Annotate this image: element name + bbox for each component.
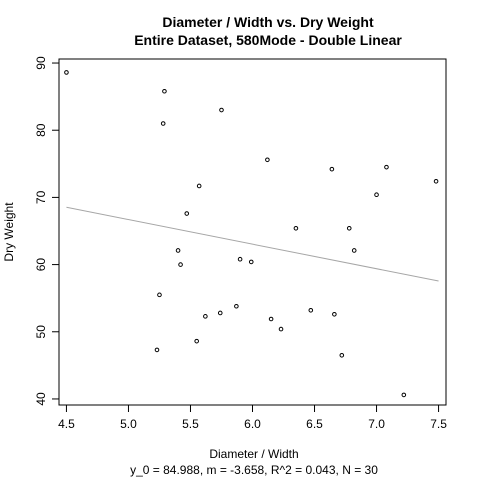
data-point: [175, 248, 181, 253]
data-point: [384, 164, 389, 170]
chart-title: Diameter / Width vs. Dry Weight: [162, 14, 374, 30]
data-point: [248, 259, 254, 265]
data-point: [178, 262, 183, 267]
data-point: [203, 314, 208, 319]
data-point: [339, 352, 345, 358]
regression-caption: y_0 = 84.988, m = -3.658, R^2 = 0.043, N…: [130, 463, 378, 477]
y-axis-label: Dry Weight: [2, 202, 16, 262]
data-point: [265, 157, 270, 163]
x-tick-label: 4.5: [58, 417, 75, 431]
y-axis: 40 50 60 70 80 90: [34, 56, 59, 406]
data-point: [346, 226, 352, 231]
data-point: [237, 256, 243, 262]
chart-subtitle: Entire Dataset, 580Mode - Double Linear: [134, 32, 402, 48]
data-point: [217, 310, 223, 316]
data-point: [234, 303, 239, 309]
y-tick-label: 70: [34, 190, 48, 204]
x-tick-label: 7.0: [368, 417, 385, 431]
data-point: [433, 178, 439, 184]
data-points: [64, 70, 439, 398]
regression-line: [66, 206, 439, 282]
data-point: [64, 70, 69, 75]
data-point: [308, 307, 314, 313]
y-tick-label: 50: [34, 325, 48, 339]
plot-frame: [58, 58, 447, 406]
x-tick-label: 7.5: [430, 417, 447, 431]
data-point: [184, 211, 190, 216]
data-point: [374, 192, 379, 198]
data-point: [196, 183, 202, 189]
x-tick-label: 5.5: [182, 417, 199, 431]
y-tick-label: 90: [34, 56, 48, 70]
data-point: [162, 88, 167, 94]
data-point: [351, 248, 357, 253]
x-tick-label: 6.5: [306, 417, 323, 431]
data-point: [401, 392, 407, 398]
y-tick-label: 80: [34, 123, 48, 137]
x-axis: 4.5 5.0 5.5 6.0 6.5 7.0 7.5: [58, 405, 447, 431]
data-point: [332, 312, 337, 317]
data-point: [194, 338, 199, 344]
x-axis-label: Diameter / Width: [209, 447, 298, 461]
data-point: [329, 166, 335, 172]
data-point: [268, 316, 274, 322]
x-tick-label: 5.0: [120, 417, 137, 431]
data-point: [157, 292, 162, 298]
y-tick-label: 40: [34, 392, 48, 406]
x-tick-label: 6.0: [244, 417, 261, 431]
y-tick-label: 60: [34, 258, 48, 272]
data-point: [160, 121, 166, 126]
data-point: [154, 347, 160, 353]
data-point: [278, 326, 284, 332]
data-point: [219, 107, 224, 113]
data-point: [293, 226, 299, 231]
